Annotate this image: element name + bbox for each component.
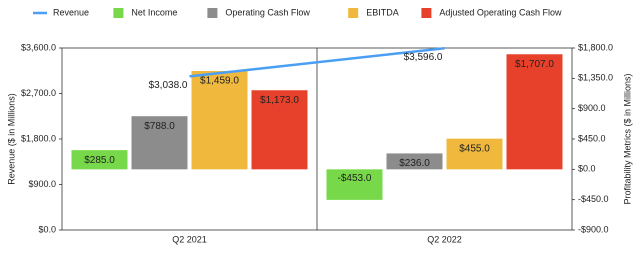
y2-axis-title: Profitability Metrics ($ in Millions) (622, 73, 632, 204)
value-label: $1,459.0 (200, 76, 239, 87)
value-label: $3,038.0 (149, 80, 188, 91)
y2-tick-label: $450.0 (578, 133, 606, 143)
y2-tick-label: $0.0 (578, 164, 596, 174)
legend-label: Net Income (131, 7, 177, 17)
x-tick-label: Q2 2022 (427, 234, 462, 244)
y2-tick-label: $1,350.0 (578, 73, 613, 83)
y2-tick-label: -$900.0 (578, 224, 609, 234)
y2-tick-label: $900.0 (578, 103, 606, 113)
value-label: $285.0 (84, 155, 115, 166)
line (189, 46, 445, 78)
legend-swatch (421, 8, 432, 18)
legend-label: EBITDA (366, 7, 399, 17)
y-axis-title: Revenue ($ in Millions) (6, 93, 16, 185)
bar (506, 54, 563, 170)
y-tick-label: $3,600.0 (21, 42, 56, 52)
value-label: $1,173.0 (260, 95, 299, 106)
value-label: $236.0 (399, 158, 430, 169)
bar (71, 150, 128, 170)
y-tick-label: $0.0 (38, 224, 56, 234)
legend-label: Adjusted Operating Cash Flow (439, 7, 562, 17)
y2-tick-label: -$450.0 (578, 194, 609, 204)
value-label: $3,596.0 (404, 52, 443, 63)
bar (251, 90, 308, 170)
value-label: -$453.0 (338, 173, 372, 184)
value-label: $455.0 (459, 143, 490, 154)
y-tick-label: $2,700.0 (21, 88, 56, 98)
bar (191, 70, 248, 170)
bar (446, 138, 503, 170)
y-tick-label: $900.0 (28, 179, 56, 189)
bar (131, 116, 188, 170)
legend-swatch (113, 8, 124, 18)
x-tick-label: Q2 2021 (172, 234, 207, 244)
legend-label: Operating Cash Flow (225, 7, 310, 17)
y-tick-label: $1,800.0 (21, 133, 56, 143)
value-label: $1,707.0 (515, 59, 554, 70)
legend-label: Revenue (53, 7, 89, 17)
bar (326, 169, 383, 200)
bar (386, 153, 443, 170)
y2-tick-label: $1,800.0 (578, 42, 613, 52)
value-label: $788.0 (144, 121, 175, 132)
legend-swatch (207, 8, 218, 18)
legend-swatch (348, 8, 359, 18)
